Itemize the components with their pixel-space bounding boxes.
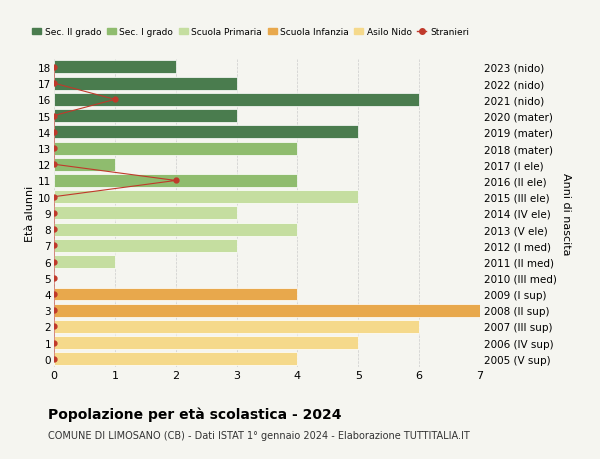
Y-axis label: Anni di nascita: Anni di nascita bbox=[561, 172, 571, 255]
Bar bbox=[54, 353, 298, 365]
Bar bbox=[54, 288, 298, 301]
Bar bbox=[54, 191, 358, 204]
Bar bbox=[54, 320, 419, 333]
Bar bbox=[54, 158, 115, 171]
Bar bbox=[54, 304, 480, 317]
Bar bbox=[54, 110, 236, 123]
Bar bbox=[54, 256, 115, 269]
Text: Popolazione per età scolastica - 2024: Popolazione per età scolastica - 2024 bbox=[48, 406, 341, 421]
Legend: Sec. II grado, Sec. I grado, Scuola Primaria, Scuola Infanzia, Asilo Nido, Stran: Sec. II grado, Sec. I grado, Scuola Prim… bbox=[29, 24, 473, 40]
Bar bbox=[54, 174, 298, 188]
Bar bbox=[54, 239, 236, 252]
Y-axis label: Età alunni: Età alunni bbox=[25, 185, 35, 241]
Bar bbox=[54, 336, 358, 349]
Bar bbox=[54, 126, 358, 139]
Text: COMUNE DI LIMOSANO (CB) - Dati ISTAT 1° gennaio 2024 - Elaborazione TUTTITALIA.I: COMUNE DI LIMOSANO (CB) - Dati ISTAT 1° … bbox=[48, 431, 470, 441]
Bar bbox=[54, 207, 236, 220]
Bar bbox=[54, 78, 236, 90]
Bar bbox=[54, 62, 176, 74]
Bar bbox=[54, 94, 419, 106]
Bar bbox=[54, 142, 298, 155]
Bar bbox=[54, 223, 298, 236]
